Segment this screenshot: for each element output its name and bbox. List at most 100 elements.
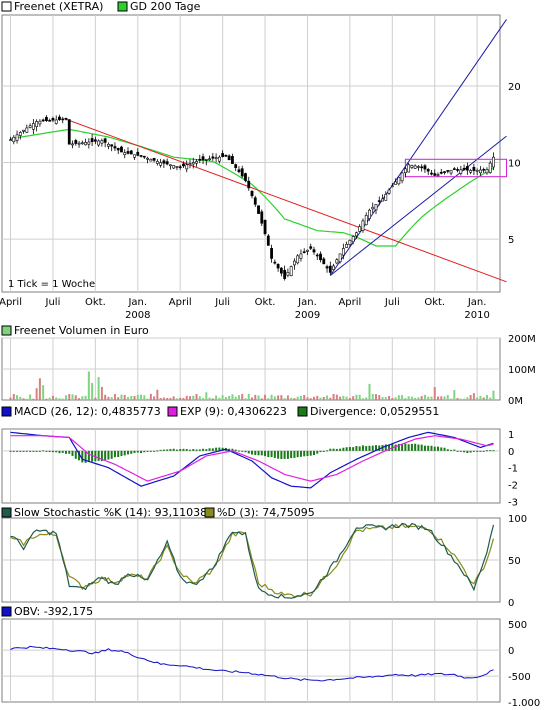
volume-bar	[22, 398, 25, 400]
candle-body	[322, 258, 326, 265]
candle-body	[87, 141, 91, 145]
volume-bar	[345, 396, 348, 400]
candle-body	[273, 261, 277, 264]
candle-body	[348, 239, 352, 245]
x-axis-month: April	[338, 297, 361, 308]
divergence-bar	[283, 450, 286, 459]
divergence-bar	[179, 449, 182, 451]
candle-body	[319, 253, 322, 261]
volume-bar	[299, 396, 302, 400]
divergence-bar	[130, 450, 133, 454]
divergence-bar	[420, 444, 423, 451]
candle-body	[286, 272, 290, 276]
volume-bar	[479, 396, 482, 400]
candle-body	[485, 169, 489, 174]
candle-body	[400, 172, 404, 182]
x-axis-year: 2009	[295, 310, 320, 321]
volume-bar	[355, 394, 358, 400]
divergence-bar	[228, 448, 231, 451]
volume-bar	[482, 397, 485, 400]
candle-body	[165, 161, 169, 165]
volume-bar	[202, 398, 205, 400]
divergence-bar	[208, 448, 211, 451]
x-axis-month: Okt.	[424, 297, 445, 308]
divergence-bar	[94, 450, 97, 462]
divergence-bar	[368, 445, 371, 451]
candle-body	[439, 171, 443, 174]
volume-bar	[97, 377, 100, 400]
divergence-bar	[156, 450, 159, 452]
candle-body	[355, 232, 358, 237]
divergence-bar	[205, 449, 208, 451]
x-axis-month: April	[0, 297, 22, 308]
candle-body	[159, 162, 163, 166]
divergence-bar	[51, 450, 54, 453]
candle-body	[325, 266, 329, 269]
gd200-legend-swatch	[117, 1, 128, 12]
volume-bar	[107, 396, 110, 400]
obv-legend-swatch	[1, 606, 12, 617]
candle-body	[90, 138, 94, 142]
candle-body	[345, 243, 349, 248]
volume-bar	[146, 398, 149, 400]
candle-body	[479, 169, 482, 174]
volume-axis-tick: 0M	[508, 396, 523, 407]
divergence-bar	[68, 450, 71, 454]
candle-body	[407, 164, 411, 173]
volume-bar	[485, 394, 488, 400]
volume-bar	[476, 397, 479, 400]
candle-body	[472, 166, 476, 171]
divergence-bar	[433, 446, 436, 451]
divergence-bar	[42, 450, 45, 452]
candle-body	[113, 146, 117, 149]
candle-body	[253, 197, 257, 205]
volume-bar	[182, 397, 185, 400]
divergence-bar	[407, 444, 410, 451]
divergence-bar	[251, 450, 253, 455]
divergence-bar	[234, 449, 237, 451]
x-axis-month: Jan.	[127, 297, 147, 308]
divergence-bar	[71, 450, 74, 456]
macd-axis-tick: 0	[508, 447, 514, 458]
candle-body	[266, 235, 270, 246]
candle-body	[175, 166, 179, 168]
candle-body	[289, 266, 293, 276]
volume-bar	[143, 395, 146, 400]
volume-bar	[306, 397, 309, 400]
volume-bar	[234, 396, 237, 400]
volume-axis-tick: 200M	[508, 334, 536, 345]
candle-body	[126, 151, 130, 154]
volume-bar	[94, 397, 97, 400]
volume-bar	[378, 395, 381, 400]
volume-bar	[208, 397, 211, 400]
divergence-bar	[332, 448, 335, 451]
candle-body	[306, 249, 309, 252]
x-axis-month: Juli	[45, 297, 61, 308]
divergence-bar	[237, 450, 240, 452]
divergence-bar	[414, 443, 417, 451]
candle-body	[162, 160, 166, 164]
volume-bar	[87, 371, 90, 400]
obv-legend-label: OBV: -392,175	[14, 605, 93, 618]
candle-body	[430, 172, 433, 175]
volume-bar	[277, 395, 280, 400]
divergence-bar	[319, 450, 322, 453]
volume-bar	[286, 395, 289, 400]
tick-note: 1 Tick = 1 Woche	[8, 279, 95, 290]
candle-body	[107, 143, 110, 147]
candle-body	[12, 136, 16, 142]
divergence-bar	[450, 449, 453, 451]
volume-bar	[91, 382, 94, 400]
divergence-bar	[22, 450, 25, 452]
volume-axis-tick: 100M	[508, 365, 536, 376]
volume-bar	[459, 398, 462, 400]
divergence-bar	[482, 450, 485, 452]
candle-body	[77, 142, 81, 145]
volume-bar	[123, 394, 126, 400]
price-legend-label: Freenet (XETRA)	[14, 0, 103, 13]
volume-bar	[211, 398, 214, 400]
stochastic-axis-tick: 100	[508, 514, 527, 525]
divergence-bar	[100, 450, 103, 462]
divergence-bar	[189, 449, 191, 451]
candle-body	[146, 157, 149, 160]
